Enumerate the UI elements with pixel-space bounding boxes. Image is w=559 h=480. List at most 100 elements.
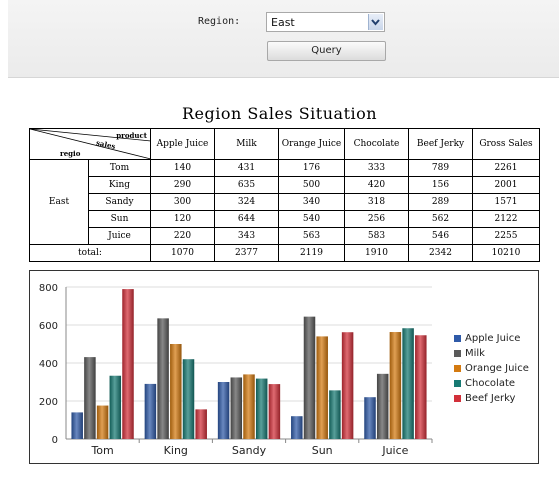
sales-table: product sales regio Apple Juice Milk Orang… [29,128,540,262]
bar [243,374,255,439]
salesperson-cell: Tom [88,159,151,177]
value-cell: 644 [214,210,279,228]
bar [402,328,414,439]
legend-swatch [454,349,461,357]
x-tick-label: Juice [381,444,408,457]
bar [376,373,389,439]
value-cell: 343 [214,227,279,245]
column-header: Apple Juice [150,128,215,160]
legend-label: Orange Juice [465,363,529,374]
value-cell: 120 [150,210,215,228]
corner-product-label: product [116,131,147,140]
value-cell: 2255 [472,227,540,245]
bar [268,384,281,439]
bar [157,318,169,439]
column-header: Gross Sales [472,128,540,160]
x-tick-label: Sandy [232,444,267,457]
value-cell: 220 [150,227,215,245]
value-cell: 546 [408,227,473,245]
legend-swatch [454,394,461,402]
legend-item: Milk [454,346,529,361]
value-cell: 300 [150,193,215,211]
value-cell: 318 [344,193,409,211]
value-cell: 324 [214,193,279,211]
y-tick-label: 600 [39,321,58,332]
legend-item: Apple Juice [454,331,529,346]
total-cell: 2342 [408,244,473,262]
bar [144,383,157,439]
value-cell: 176 [278,159,345,177]
region-label: Region: [198,16,241,27]
bar [84,357,96,439]
bar [195,409,207,439]
value-cell: 431 [214,159,279,177]
y-tick-label: 400 [39,359,58,370]
bar [96,405,109,439]
value-cell: 1571 [472,193,540,211]
legend-item: Beef Jerky [454,391,529,406]
legend-label: Apple Juice [465,333,521,344]
table-row: Juice 220 343 563 583 546 2255 [30,227,540,245]
value-cell: 140 [150,159,215,177]
total-cell: 1070 [150,244,215,262]
value-cell: 2261 [472,159,540,177]
total-label: total: [29,244,151,262]
legend-swatch [454,379,461,387]
value-cell: 290 [150,176,215,194]
bar [71,412,83,439]
x-tick-label: Tom [90,444,113,457]
chevron-down-icon[interactable] [368,14,383,30]
value-cell: 789 [408,159,473,177]
region-cell: East [29,159,89,245]
region-select[interactable]: East [266,12,385,32]
value-cell: 420 [344,176,409,194]
value-cell: 256 [344,210,409,228]
legend-label: Beef Jerky [465,393,516,404]
column-header: Milk [214,128,279,160]
x-tick-label: Sun [312,444,333,457]
bar [217,382,230,439]
total-cell: 1910 [344,244,409,262]
legend-label: Chocolate [465,378,516,389]
diagonal-header-cell: product sales regio [29,128,151,160]
bar-chart-svg: 0 200 400 600 800 Tom King Sandy Sun Juice [39,283,433,457]
legend-swatch [454,364,461,372]
x-tick-label: King [164,444,188,457]
column-header: Orange Juice [278,128,345,160]
column-header: Beef Jerky [408,128,473,160]
value-cell: 2122 [472,210,540,228]
value-cell: 563 [278,227,345,245]
bar [230,377,243,439]
value-cell: 2001 [472,176,540,194]
value-cell: 562 [408,210,473,228]
total-row: total: 1070 2377 2119 1910 2342 10210 [29,244,540,262]
query-button[interactable]: Query [267,41,386,61]
bar [389,332,402,439]
legend-swatch [454,334,461,342]
salesperson-cell: Sandy [88,193,151,211]
bar [303,316,316,439]
sales-chart: 0 200 400 600 800 Tom King Sandy Sun Juice Apple … [29,270,539,464]
table-row: Sandy 300 324 340 318 289 1571 [30,193,540,211]
filter-panel: Region: East Query [8,0,559,78]
bar [122,289,134,439]
bar [316,336,328,439]
column-header: Chocolate [344,128,409,160]
salesperson-cell: Juice [88,227,151,245]
table-row: King 290 635 500 420 156 2001 [30,176,540,194]
bar [109,375,122,439]
y-tick-label: 0 [52,435,58,446]
bar [329,390,341,439]
legend-item: Orange Juice [454,361,529,376]
chart-legend: Apple Juice Milk Orange Juice Chocolate Beef… [454,331,529,406]
bar [182,359,195,439]
bar [255,378,268,439]
value-cell: 540 [278,210,345,228]
value-cell: 340 [278,193,345,211]
legend-item: Chocolate [454,376,529,391]
salesperson-cell: King [88,176,151,194]
bar [170,344,182,439]
value-cell: 333 [344,159,409,177]
bar [291,416,303,439]
table-row: East Tom 140 431 176 333 789 2261 [29,159,540,245]
